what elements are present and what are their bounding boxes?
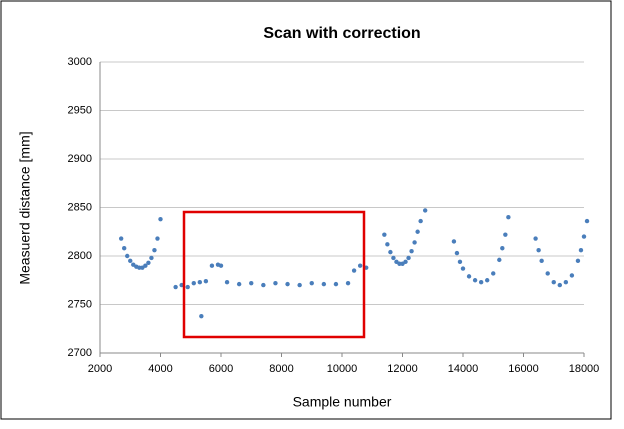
point — [563, 279, 569, 285]
point — [451, 239, 457, 244]
point — [209, 263, 215, 268]
x-tick-label: 18000 — [569, 363, 600, 375]
point — [273, 280, 278, 286]
point — [191, 280, 196, 286]
point — [218, 263, 224, 268]
point — [485, 278, 490, 283]
point — [584, 218, 590, 224]
point — [351, 268, 357, 273]
chart-frame — [0, 0, 612, 420]
point — [143, 263, 148, 268]
point — [533, 236, 538, 241]
point — [321, 281, 327, 287]
point — [415, 229, 420, 234]
point — [297, 282, 302, 288]
x-axis-label: Sample number — [293, 394, 392, 410]
point — [261, 282, 266, 288]
point — [285, 281, 290, 287]
point — [309, 280, 314, 286]
point — [333, 281, 339, 287]
highlight-box — [182, 210, 366, 339]
point — [409, 248, 414, 254]
point — [539, 258, 544, 264]
point — [503, 232, 508, 237]
point — [128, 258, 133, 264]
point — [466, 274, 472, 279]
point — [224, 279, 230, 285]
point — [388, 249, 393, 255]
y-tick-label: 2750 — [68, 298, 92, 310]
point — [569, 273, 575, 278]
x-tick-label: 12000 — [387, 363, 418, 375]
point — [149, 255, 154, 261]
point — [460, 266, 466, 271]
point — [345, 280, 351, 286]
chart-title: Scan with correction — [263, 25, 420, 42]
y-tick-label: 3000 — [68, 56, 92, 68]
y-tick-label: 2850 — [68, 201, 92, 213]
point — [137, 265, 142, 270]
point — [146, 260, 151, 265]
point — [357, 263, 363, 268]
point — [454, 250, 460, 256]
point — [391, 255, 396, 261]
point — [575, 258, 581, 264]
point — [581, 234, 587, 239]
x-tick-label: 4000 — [148, 363, 172, 375]
y-tick-label: 2950 — [68, 104, 92, 116]
point — [457, 259, 463, 265]
y-tick-label: 2800 — [68, 250, 92, 262]
point — [185, 284, 190, 290]
x-tick-label: 6000 — [209, 363, 233, 375]
x-tick-label: 10000 — [327, 363, 358, 375]
y-axis-label: Measuerd distance [mm] — [17, 131, 33, 284]
point — [122, 246, 127, 251]
point — [578, 247, 584, 253]
point — [472, 278, 478, 283]
point — [118, 236, 124, 241]
point — [199, 313, 204, 319]
x-tick-label: 14000 — [448, 363, 479, 375]
point — [382, 232, 387, 237]
y-tick-label: 2900 — [68, 153, 92, 165]
point — [197, 279, 203, 285]
point — [236, 281, 242, 287]
x-tick-label: 2000 — [88, 363, 112, 375]
point — [403, 259, 408, 265]
point — [249, 280, 254, 286]
x-tick-label: 8000 — [269, 363, 293, 375]
point — [406, 255, 411, 261]
y-tick-label: 2700 — [68, 347, 92, 359]
x-tick-label: 16000 — [508, 363, 539, 375]
point — [173, 284, 178, 290]
point — [125, 253, 130, 259]
point — [397, 261, 402, 266]
point — [203, 279, 209, 284]
point — [536, 247, 541, 253]
point — [155, 236, 160, 241]
point — [422, 208, 428, 213]
point — [478, 279, 484, 285]
point — [497, 257, 502, 263]
point — [491, 271, 496, 276]
point — [500, 246, 505, 251]
point — [158, 216, 163, 222]
point — [418, 218, 423, 224]
point — [385, 242, 390, 247]
point — [506, 215, 511, 220]
point — [551, 279, 556, 285]
point — [557, 282, 562, 288]
point — [412, 240, 417, 245]
point — [545, 271, 550, 276]
point — [152, 247, 157, 253]
